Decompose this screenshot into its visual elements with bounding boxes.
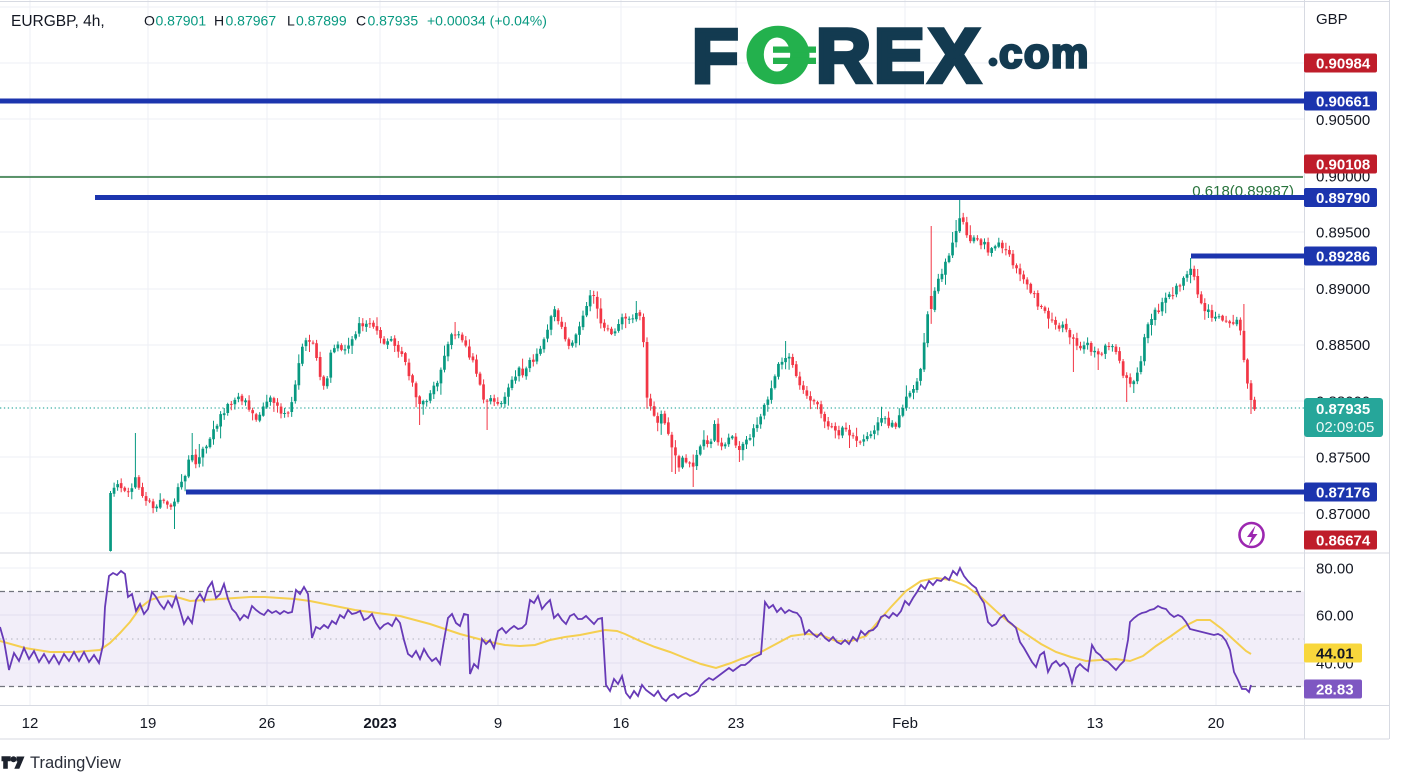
svg-text:0.86674: 0.86674: [1316, 532, 1371, 549]
svg-text:9: 9: [494, 715, 502, 732]
svg-text:X: X: [929, 14, 980, 99]
svg-text:28.83: 28.83: [1316, 681, 1354, 698]
svg-text:E: E: [874, 14, 925, 99]
svg-text:GBP: GBP: [1316, 11, 1348, 28]
svg-text:0.87176: 0.87176: [1316, 484, 1370, 501]
svg-text:com: com: [999, 30, 1090, 77]
svg-text:19: 19: [140, 715, 157, 732]
svg-text:23: 23: [728, 715, 745, 732]
svg-text:R: R: [816, 14, 871, 99]
svg-text:26: 26: [259, 715, 276, 732]
svg-text:0.87967: 0.87967: [226, 13, 277, 29]
svg-text:0.87901: 0.87901: [156, 13, 207, 29]
svg-text:0.90984: 0.90984: [1316, 55, 1371, 72]
svg-text:0.88500: 0.88500: [1316, 337, 1370, 354]
svg-text:0.87899: 0.87899: [296, 13, 347, 29]
svg-text:0.89286: 0.89286: [1316, 248, 1370, 265]
svg-text:O: O: [144, 13, 155, 29]
svg-text:0.90661: 0.90661: [1316, 93, 1370, 110]
svg-text:0.89000: 0.89000: [1316, 281, 1370, 298]
svg-text:0.90108: 0.90108: [1316, 156, 1370, 173]
svg-text:H: H: [214, 13, 224, 29]
svg-text:C: C: [356, 13, 366, 29]
svg-text:20: 20: [1208, 715, 1225, 732]
svg-text:13: 13: [1087, 715, 1104, 732]
svg-text:0.89790: 0.89790: [1316, 190, 1370, 207]
svg-text:Feb: Feb: [892, 715, 918, 732]
svg-text:12: 12: [22, 715, 39, 732]
svg-text:16: 16: [613, 715, 630, 732]
svg-text:0.87935: 0.87935: [368, 13, 419, 29]
svg-text:0.87000: 0.87000: [1316, 506, 1370, 523]
svg-text:02:09:05: 02:09:05: [1316, 419, 1374, 436]
svg-text:0.87935: 0.87935: [1316, 401, 1370, 418]
svg-text:0.87500: 0.87500: [1316, 450, 1370, 467]
svg-text:L: L: [287, 13, 295, 29]
svg-text:2023: 2023: [363, 715, 396, 732]
svg-text:F: F: [692, 14, 738, 99]
svg-text:TradingView: TradingView: [30, 754, 121, 772]
svg-text:44.01: 44.01: [1316, 645, 1354, 662]
svg-text:0.90500: 0.90500: [1316, 112, 1370, 129]
svg-text:60.00: 60.00: [1316, 607, 1354, 624]
svg-text:0.89500: 0.89500: [1316, 225, 1370, 242]
svg-text:+0.00034 (+0.04%): +0.00034 (+0.04%): [427, 13, 547, 29]
svg-text:EURGBP, 4h,: EURGBP, 4h,: [11, 13, 105, 30]
svg-text:80.00: 80.00: [1316, 560, 1354, 577]
